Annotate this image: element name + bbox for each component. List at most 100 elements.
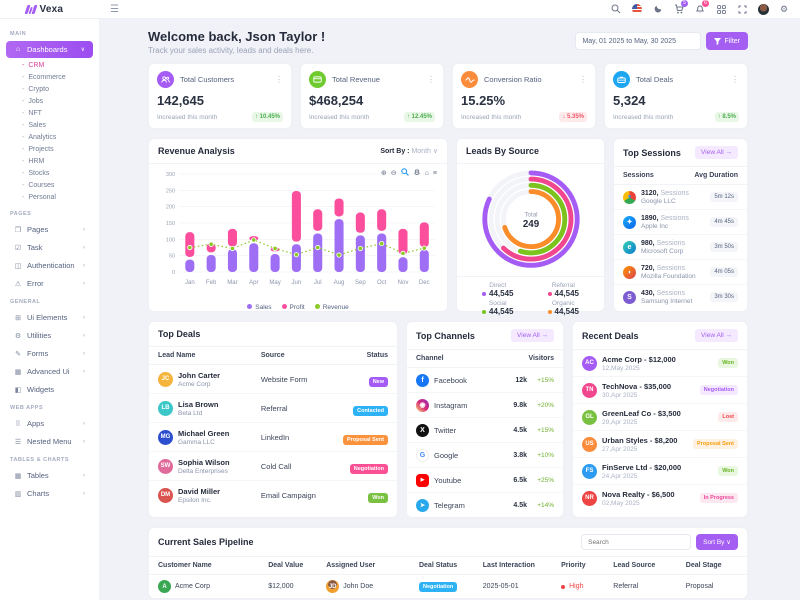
sidebar-subitem-crypto[interactable]: Crypto xyxy=(0,83,99,95)
search-icon[interactable] xyxy=(610,3,622,15)
zoom-in-icon[interactable]: ⊕ xyxy=(380,169,387,177)
sidebar-subitem-hrm[interactable]: HRM xyxy=(0,155,99,167)
sidebar-item-nested-menu[interactable]: ☰ Nested Menu › xyxy=(6,433,93,450)
stat-more-menu-icon[interactable]: ⋮ xyxy=(579,75,587,84)
firefox-browser-icon: ◗ xyxy=(623,265,636,279)
sidebar-subitem-personal[interactable]: Personal xyxy=(0,191,99,203)
table-row[interactable]: AC Acme Corp - $12,000 12,May 2025 Won xyxy=(573,350,747,377)
reset-home-icon[interactable]: ⌂ xyxy=(424,169,429,177)
sidebar-subitem-nft[interactable]: NFT xyxy=(0,107,99,119)
sidebar-item-icon: ⚠ xyxy=(14,280,22,288)
leads-legend-label: Referral xyxy=(551,282,575,289)
sidebar-item-apps[interactable]: ⠿ Apps › xyxy=(6,415,93,432)
zoom-out-icon[interactable]: ⊖ xyxy=(390,169,397,177)
table-row[interactable]: ▶ Youtube 6.5k +25% xyxy=(407,468,563,493)
sidebar-item-task[interactable]: ☑ Task › xyxy=(6,239,93,256)
session-row[interactable]: ◗ 720, Sessions Mozilla Foundation 4m 05s xyxy=(614,260,747,285)
deal-status-badge: In Progress xyxy=(699,493,738,503)
channel-name: Twitter xyxy=(434,425,457,435)
sidebar-item-tables[interactable]: ▦ Tables › xyxy=(6,467,93,484)
deal-status-badge: Won xyxy=(718,466,738,476)
table-row[interactable]: GL GreenLeaf Co - $3,500 29,Apr 2025 Lost xyxy=(573,404,747,431)
apps-grid-icon[interactable] xyxy=(715,3,727,15)
revenue-analysis-chart[interactable]: 0 50 100 150 200 250 300 Jan Feb Mar Apr May Jun Jul A… xyxy=(155,168,441,296)
notifications-bell-icon[interactable]: 6 xyxy=(694,0,709,15)
user-avatar[interactable] xyxy=(757,3,769,15)
sidebar-item-pages[interactable]: ❐ Pages › xyxy=(6,221,93,238)
sidebar-item-widgets[interactable]: ◧ Widgets xyxy=(6,381,93,398)
stat-more-menu-icon[interactable]: ⋮ xyxy=(427,75,435,84)
stat-more-menu-icon[interactable]: ⋮ xyxy=(275,75,283,84)
stat-value: 15.25% xyxy=(461,93,506,108)
table-row[interactable]: DM David Miller Epsilon Inc. Email Campaign… xyxy=(149,481,397,509)
sidebar-item-label: Nested Menu xyxy=(27,437,72,446)
sidebar-subitem-ecommerce[interactable]: Ecommerce xyxy=(0,71,99,83)
sidebar-item-charts[interactable]: ▥ Charts › xyxy=(6,485,93,502)
sidebar-item-icon: ⌂ xyxy=(15,46,21,53)
table-row[interactable]: X Twitter 4.5k +15% xyxy=(407,418,563,443)
sidebar-subitem-stocks[interactable]: Stocks xyxy=(0,167,99,179)
sidebar-item-utilities[interactable]: ⚙ Utilities › xyxy=(6,327,93,344)
cart-icon[interactable]: 5 xyxy=(673,0,688,15)
recent-view-all-button[interactable]: View All → xyxy=(695,329,738,342)
pan-hand-icon[interactable] xyxy=(413,168,421,178)
sidebar-subitem-courses[interactable]: Courses xyxy=(0,179,99,191)
sidebar-subitem-crm[interactable]: CRM xyxy=(0,59,99,71)
table-row[interactable]: JC John Carter Acme Corp Website Form New xyxy=(149,365,397,394)
date-range-input[interactable] xyxy=(575,32,702,50)
sidebar-subitem-jobs[interactable]: Jobs xyxy=(0,95,99,107)
pipeline-search-input[interactable] xyxy=(581,534,692,550)
sidebar-item-advanced-ui[interactable]: ▦ Advanced Ui › xyxy=(6,363,93,380)
svg-text:150: 150 xyxy=(166,221,175,227)
leads-legend-label: Social xyxy=(488,300,507,307)
table-row[interactable]: G Google 3.8k +10% xyxy=(407,443,563,468)
menu-toggle-icon[interactable]: ☰ xyxy=(110,3,119,15)
table-row[interactable]: SW Sophia Wilson Delta Enterprises Cold Cal… xyxy=(149,452,397,481)
sidebar-subitem-analytics[interactable]: Analytics xyxy=(0,131,99,143)
table-row[interactable]: f Facebook 12k +15% xyxy=(407,368,563,393)
svg-text:Total: Total xyxy=(524,211,537,218)
avatar: JC xyxy=(158,371,173,387)
filter-button[interactable]: Filter xyxy=(706,32,748,50)
sessions-view-all-button[interactable]: View All → xyxy=(695,146,738,159)
pipeline-sortby-button[interactable]: Sort By ∨ xyxy=(696,534,738,550)
sidebar-item-error[interactable]: ⚠ Error › xyxy=(6,275,93,292)
stat-delta-badge: ↓ 5.35% xyxy=(559,112,587,122)
session-row[interactable]: ✦ 1890, Sessions Apple Inc 4m 45s xyxy=(614,210,747,235)
sidebar-item-authentication[interactable]: ◫ Authentication › xyxy=(6,257,93,274)
dark-mode-moon-icon[interactable] xyxy=(652,3,664,15)
sidebar-nav: MAIN ⌂ Dashboards ∨ CRMEcommerceCryptoJobsNF… xyxy=(0,19,100,600)
language-flag-icon[interactable] xyxy=(631,3,643,15)
session-row[interactable]: S 430, Sessions Samsung Internet 3m 30s xyxy=(614,285,747,309)
channel-delta: +15% xyxy=(537,426,554,434)
table-row[interactable]: A Acme Corp $12,000 JD John Doe Negotiation 20… xyxy=(149,575,747,598)
channels-view-all-button[interactable]: View All → xyxy=(511,329,554,342)
revenue-sortby-dropdown[interactable]: Sort By : Month ∨ xyxy=(380,148,438,155)
settings-gear-icon[interactable]: ⚙ xyxy=(779,3,789,14)
table-row[interactable]: NR Nova Realty - $6,500 02,May 2025 In Prog… xyxy=(573,485,747,511)
fullscreen-icon[interactable] xyxy=(736,3,748,15)
table-row[interactable]: ➤ Telegram 4.5k +14% xyxy=(407,493,563,517)
brand-logo[interactable]: Vexa xyxy=(0,4,100,15)
pipeline-title: Current Sales Pipeline xyxy=(158,537,254,547)
selection-zoom-icon[interactable] xyxy=(400,168,409,178)
table-row[interactable]: FS FinServe Ltd - $20,000 24,Apr 2025 Won xyxy=(573,458,747,485)
table-row[interactable]: MG Michael Green Gamma LLC LinkedIn Proposal… xyxy=(149,423,397,452)
table-row[interactable]: US Urban Styles - $8,200 27,Apr 2025 Propos… xyxy=(573,431,747,458)
sidebar-subitem-sales[interactable]: Sales xyxy=(0,119,99,131)
channel-delta: +14% xyxy=(537,501,554,509)
table-row[interactable]: TN TechNova - $35,000 30,Apr 2025 Negotiati… xyxy=(573,377,747,404)
table-row[interactable]: LB Lisa Brown Beta Ltd Referral Contacted xyxy=(149,394,397,423)
session-row[interactable]: e 980, Sessions Microsoft Corp 3m 50s xyxy=(614,235,747,260)
pipeline-col-header: Last Interaction xyxy=(482,562,535,569)
sidebar-item-forms[interactable]: ✎ Forms › xyxy=(6,345,93,362)
stat-more-menu-icon[interactable]: ⋮ xyxy=(731,75,739,84)
chart-menu-icon[interactable]: ≡ xyxy=(432,169,437,177)
table-row[interactable]: ◉ Instagram 9.8k +20% xyxy=(407,393,563,418)
leads-legend-value: 44,545 xyxy=(533,307,595,316)
sidebar-item-dashboards[interactable]: ⌂ Dashboards ∨ xyxy=(6,41,93,58)
sidebar-item-ui-elements[interactable]: ⊞ Ui Elements › xyxy=(6,309,93,326)
session-row[interactable]: ● 3120, Sessions Google LLC 5m 12s xyxy=(614,185,747,210)
sidebar-subitem-projects[interactable]: Projects xyxy=(0,143,99,155)
